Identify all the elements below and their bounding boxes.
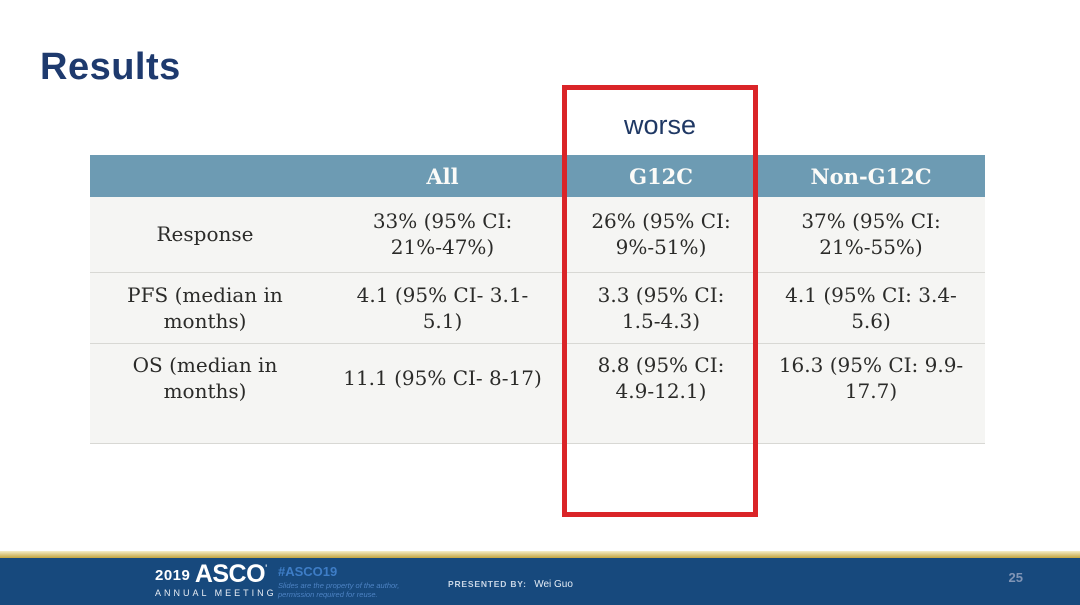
- worse-annotation: worse: [623, 110, 697, 140]
- column-header-non-g12c: Non-G12C: [757, 155, 985, 197]
- cell-pfs-g12c: 3.3 (95% CI: 1.5-4.3): [565, 272, 757, 344]
- table-row: OS (median in months) 11.1 (95% CI- 8-17…: [90, 343, 985, 444]
- logo-name: ASCO: [194, 560, 266, 588]
- column-header-all: All: [320, 155, 565, 197]
- gold-accent-bar: [0, 551, 1080, 558]
- disclaimer-line-1: Slides are the property of the author,: [278, 581, 400, 590]
- presenter-name: Wei Guo: [534, 579, 573, 590]
- table-row: Response 33% (95% CI: 21%-47%) 26% (95% …: [90, 197, 985, 273]
- asco-logo: 2019 ASCO' ANNUAL MEETING: [155, 562, 277, 598]
- row-label: OS (median in months): [90, 343, 320, 444]
- cell-pfs-non-g12c: 4.1 (95% CI: 3.4-5.6): [757, 272, 985, 344]
- slide-page-number: 25: [1008, 570, 1023, 585]
- cell-os-g12c: 8.8 (95% CI: 4.9-12.1): [565, 343, 757, 444]
- table-row: PFS (median in months) 4.1 (95% CI- 3.1-…: [90, 272, 985, 344]
- cell-response-all: 33% (95% CI: 21%-47%): [320, 197, 565, 273]
- column-header-blank: [90, 155, 320, 197]
- logo-trademark: ': [265, 563, 268, 575]
- page-title: Results: [40, 46, 181, 88]
- hashtag: #ASCO19: [278, 564, 338, 579]
- results-table: All G12C Non-G12C Response 33% (95% CI: …: [90, 155, 985, 444]
- footer-bar: 2019 ASCO' ANNUAL MEETING #ASCO19 Slides…: [0, 558, 1080, 605]
- cell-response-non-g12c: 37% (95% CI: 21%-55%): [757, 197, 985, 273]
- asco-logo-top-line: 2019 ASCO': [155, 562, 277, 587]
- cell-os-non-g12c: 16.3 (95% CI: 9.9-17.7): [757, 343, 985, 444]
- cell-pfs-all: 4.1 (95% CI- 3.1-5.1): [320, 272, 565, 344]
- logo-subtitle: ANNUAL MEETING: [155, 588, 277, 598]
- cell-os-all: 11.1 (95% CI- 8-17): [320, 343, 565, 444]
- presented-by: PRESENTED BY: Wei Guo: [448, 574, 573, 592]
- row-label: Response: [90, 197, 320, 273]
- cell-response-g12c: 26% (95% CI: 9%-51%): [565, 197, 757, 273]
- presented-by-label: PRESENTED BY:: [448, 579, 527, 589]
- disclaimer-line-2: permission required for reuse.: [278, 590, 378, 600]
- row-label: PFS (median in months): [90, 272, 320, 344]
- table-header-row: All G12C Non-G12C: [90, 155, 985, 197]
- disclaimer-text: Slides are the property of the author, p…: [278, 581, 399, 600]
- column-header-g12c: G12C: [565, 155, 757, 197]
- logo-year: 2019: [155, 567, 191, 584]
